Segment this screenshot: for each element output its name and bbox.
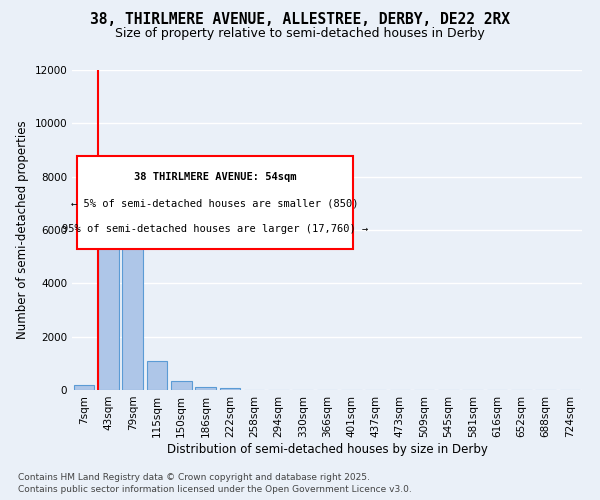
Text: ← 5% of semi-detached houses are smaller (850): ← 5% of semi-detached houses are smaller… (71, 198, 359, 208)
Text: Size of property relative to semi-detached houses in Derby: Size of property relative to semi-detach… (115, 28, 485, 40)
Bar (195, 388, 216, 390)
X-axis label: Distribution of semi-detached houses by size in Derby: Distribution of semi-detached houses by … (167, 442, 487, 456)
Bar (122, 167, 143, 390)
Text: Contains HM Land Registry data © Crown copyright and database right 2025.: Contains HM Land Registry data © Crown c… (18, 474, 370, 482)
Bar (220, 388, 240, 390)
Bar (171, 381, 191, 390)
Y-axis label: Number of semi-detached properties: Number of semi-detached properties (16, 120, 29, 340)
Bar (74, 384, 94, 390)
Text: Contains public sector information licensed under the Open Government Licence v3: Contains public sector information licen… (18, 484, 412, 494)
Bar (146, 360, 167, 390)
FancyBboxPatch shape (77, 156, 353, 249)
Bar (98, 158, 119, 390)
Text: 38, THIRLMERE AVENUE, ALLESTREE, DERBY, DE22 2RX: 38, THIRLMERE AVENUE, ALLESTREE, DERBY, … (90, 12, 510, 28)
Text: 95% of semi-detached houses are larger (17,760) →: 95% of semi-detached houses are larger (… (62, 224, 368, 234)
Text: 38 THIRLMERE AVENUE: 54sqm: 38 THIRLMERE AVENUE: 54sqm (134, 172, 296, 182)
